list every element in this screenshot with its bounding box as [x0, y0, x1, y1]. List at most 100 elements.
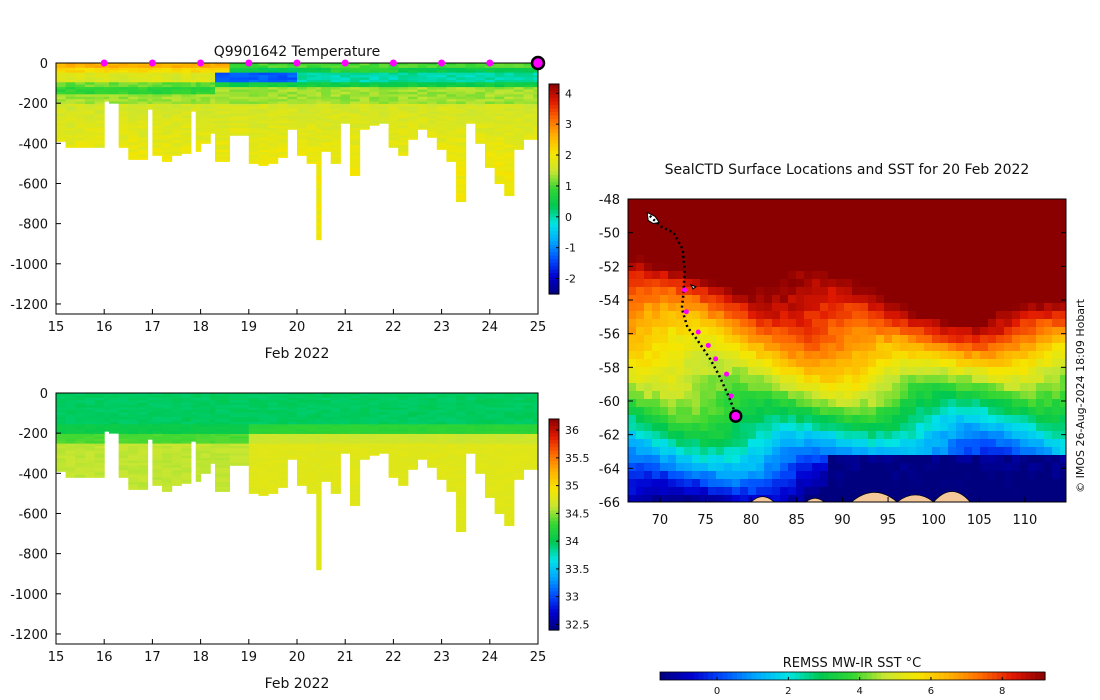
sst-cell — [964, 319, 973, 328]
temperature-cell — [417, 75, 428, 78]
temperature-cell — [388, 72, 399, 76]
salinity-cell — [513, 443, 525, 447]
sst-cell — [980, 247, 989, 256]
sst-cell — [860, 287, 869, 296]
temperature-cell — [504, 137, 515, 141]
x-tick-label: 18 — [192, 320, 209, 335]
salinity-colorbar-segment — [549, 580, 559, 585]
salinity-cell — [504, 429, 515, 433]
salinity-cell — [378, 426, 390, 430]
sst-cell — [748, 279, 757, 288]
temperature-cell — [456, 147, 467, 151]
salinity-cell — [398, 417, 409, 421]
temperature-cell — [316, 173, 322, 177]
temperature-cell — [475, 65, 486, 69]
sst-cell — [1028, 271, 1037, 280]
salinity-cell — [277, 421, 288, 425]
temperature-cell — [513, 79, 525, 83]
salinity-cell — [533, 397, 538, 401]
sst-cell — [996, 311, 1005, 320]
salinity-cell — [378, 450, 390, 454]
salinity-cell — [152, 443, 163, 447]
salinity-cell — [417, 446, 428, 449]
salinity-cell — [330, 402, 341, 406]
temperature-cell — [456, 63, 467, 66]
temperature-cell — [456, 171, 467, 175]
temperature-cell — [427, 99, 438, 103]
temperature-colorbar-segment — [549, 248, 559, 253]
salinity-cell — [137, 393, 149, 396]
salinity-cell — [306, 460, 317, 464]
salinity-cell — [94, 443, 105, 447]
salinity-cell — [258, 421, 269, 425]
salinity-cell — [162, 412, 173, 416]
temperature-cell — [436, 65, 447, 69]
sst-cell — [852, 271, 861, 280]
temperature-cell — [200, 103, 211, 107]
sst-cell — [748, 207, 757, 216]
salinity-cell — [248, 436, 259, 440]
temperature-cell — [456, 106, 467, 110]
temperature-cell — [388, 118, 399, 122]
salinity-cell — [533, 450, 538, 454]
salinity-colorbar-segment — [549, 419, 559, 424]
temperature-cell — [513, 106, 525, 110]
temperature-cell — [147, 91, 153, 95]
temperature-cell — [316, 178, 322, 182]
temperature-cell — [152, 65, 163, 69]
sst-cell — [916, 319, 925, 328]
temperature-cell — [330, 116, 341, 119]
temperature-cell — [118, 120, 129, 124]
salinity-cell — [523, 462, 534, 466]
sst-cell — [628, 311, 637, 320]
salinity-cell — [297, 409, 308, 413]
salinity-cell — [494, 426, 505, 430]
temperature-cell — [316, 222, 322, 225]
sst-cell — [836, 279, 845, 288]
temperature-cell — [484, 79, 496, 83]
salinity-cell — [436, 426, 447, 430]
temperature-colorbar-segment — [549, 224, 559, 229]
sst-cell — [924, 335, 933, 344]
temperature-cell — [427, 72, 438, 76]
temperature-cell — [523, 106, 534, 110]
temperature-cell — [181, 142, 192, 146]
salinity-cell — [306, 484, 317, 488]
salinity-cell — [446, 417, 457, 421]
temperature-cell — [268, 118, 279, 122]
temperature-cell — [195, 123, 202, 127]
sst-cell — [724, 303, 733, 312]
salinity-cell — [210, 397, 216, 401]
temperature-cell — [181, 84, 192, 88]
sst-cell — [948, 263, 957, 272]
salinity-cell — [75, 467, 86, 471]
salinity-cell — [137, 441, 149, 445]
salinity-cell — [359, 395, 370, 399]
sst-cell — [660, 207, 669, 216]
salinity-cell — [330, 484, 341, 488]
sst-cell — [1004, 311, 1013, 320]
salinity-cell — [277, 393, 288, 396]
salinity-cell — [162, 448, 173, 452]
temperature-cell — [350, 149, 361, 153]
temperature-cell — [215, 118, 231, 122]
salinity-cell — [94, 446, 105, 449]
sst-cell — [804, 223, 813, 232]
temperature-cell — [306, 82, 317, 86]
salinity-cell — [388, 409, 399, 413]
temperature-cell — [484, 84, 496, 88]
temperature-cell — [84, 63, 96, 66]
temperature-cell — [65, 75, 76, 78]
salinity-cell — [407, 405, 418, 408]
sst-cell — [876, 231, 885, 240]
sst-cell — [820, 247, 829, 256]
temperature-cell — [215, 101, 231, 105]
salinity-cell — [369, 405, 380, 408]
sst-cell — [644, 231, 653, 240]
sst-cell — [980, 271, 989, 280]
temperature-cell — [248, 72, 259, 76]
temperature-cell — [118, 108, 129, 112]
salinity-cell — [210, 443, 216, 447]
salinity-cell — [306, 402, 317, 406]
salinity-cell — [137, 402, 149, 406]
